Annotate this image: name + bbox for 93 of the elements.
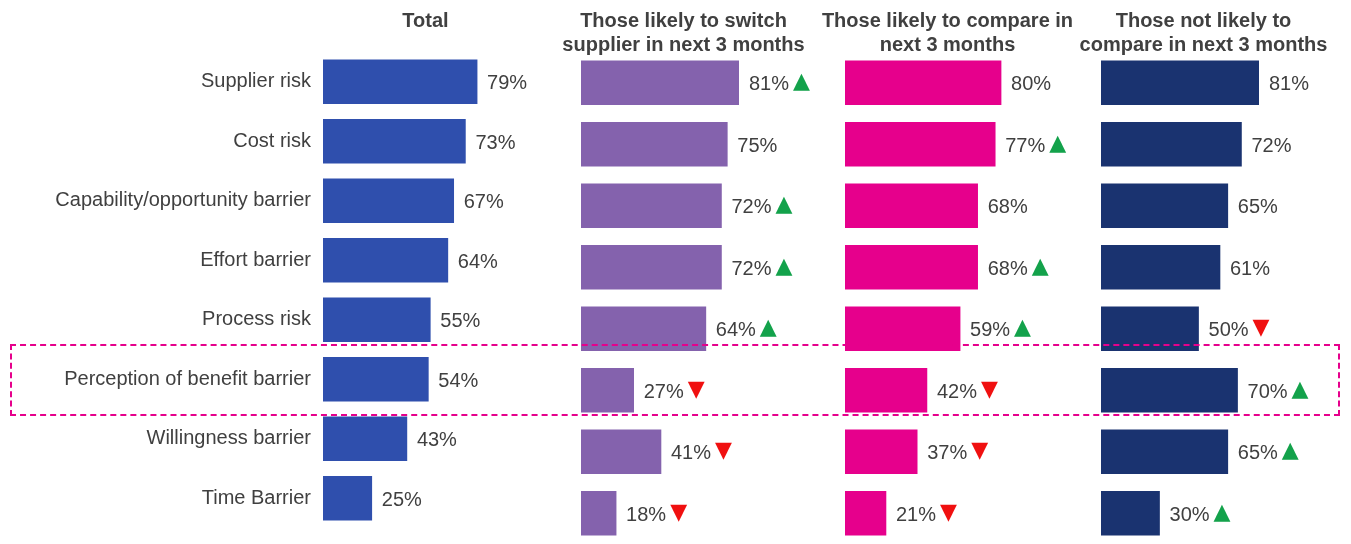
data-label: 54% [438,368,479,391]
annotation: ▲ [759,314,777,340]
data-label: 50% [1208,318,1249,341]
y-tick-label: Supplier risk [200,69,312,92]
y-tick-label: Effort barrier [200,247,312,270]
bar [581,490,617,536]
data-label: 64% [715,318,757,341]
bar [845,60,1002,106]
annotation: ▼ [1252,314,1270,340]
bar [1101,367,1238,413]
bar [845,429,918,475]
bar [581,367,634,413]
bar [845,244,978,290]
annotation: ▲ [775,191,793,217]
data-label: 72% [731,195,772,218]
annotation: ▲ [1031,252,1049,278]
data-label: 30% [1169,502,1210,525]
data-label: 80% [1011,72,1052,95]
y-tick-label: Process risk [202,307,312,330]
y-tick-label: Perception of benefit barrier [64,366,312,389]
data-label: 37% [927,441,968,464]
data-label: 65% [1237,195,1279,218]
bar [845,490,887,536]
data-label: 41% [670,441,712,464]
bar [845,183,978,229]
bar [1101,490,1160,536]
bar [1101,121,1242,167]
annotation: ▲ [793,68,811,94]
data-label: 59% [970,318,1011,341]
data-label: 27% [643,379,684,402]
chart-title: Those likely to switch supplier in next 3 months [561,8,806,56]
data-label: 77% [1005,133,1046,156]
bar [1101,306,1199,352]
bar [845,121,996,167]
bar [323,475,373,521]
data-label: 68% [987,195,1028,218]
chart-title: Those not likely to compare in next 3 months [1078,8,1329,56]
bar [1101,60,1259,106]
data-label: 79% [487,71,528,94]
y-tick-label: Time Barrier [201,485,312,508]
bar [323,59,478,105]
annotation: ▼ [687,375,705,401]
data-label: 21% [895,502,937,525]
data-label: 67% [463,190,504,213]
annotation: ▼ [939,498,957,524]
data-label: 81% [1269,72,1310,95]
bar [323,118,466,164]
bar [323,356,429,402]
data-label: 75% [737,133,778,156]
annotation: ▲ [1049,129,1067,155]
annotation: ▲ [1291,375,1309,401]
bar [1101,429,1229,475]
y-tick-label: Cost risk [233,128,312,151]
data-label: 72% [1251,133,1292,156]
bar [323,237,449,283]
annotation: ▼ [670,498,688,524]
data-label: 25% [381,487,423,510]
bar [845,306,961,352]
bar [581,121,728,167]
bar [581,183,722,229]
bar [581,244,722,290]
data-label: 68% [987,256,1028,279]
chart-title: Total [401,8,450,32]
annotation: ▼ [715,437,732,463]
data-label: 43% [416,428,458,451]
bar [1101,244,1221,290]
data-label: 73% [475,130,516,153]
annotation: ▼ [980,375,998,401]
bar [323,416,408,462]
bar [323,297,431,343]
annotation: ▲ [1281,437,1299,463]
data-label: 64% [457,249,499,272]
data-label: 18% [626,502,667,525]
data-label: 72% [731,256,772,279]
bar [1101,183,1229,229]
bar [845,367,928,413]
data-label: 70% [1247,379,1288,402]
y-tick-label: Willingness barrier [146,426,312,449]
annotation: ▲ [1213,498,1231,524]
y-tick-label: Capability/opportunity barrier [55,188,312,211]
data-label: 61% [1229,256,1271,279]
bar [581,60,739,106]
data-label: 65% [1237,441,1279,464]
data-label: 42% [936,379,978,402]
bar [581,429,662,475]
annotation: ▲ [1014,314,1032,340]
chart-title: Those likely to compare in next 3 months [820,8,1075,56]
annotation: ▲ [775,252,793,278]
bar [323,178,455,224]
bar [581,306,707,352]
data-label: 81% [749,72,790,95]
annotation: ▼ [971,437,989,463]
data-label: 55% [440,309,481,332]
